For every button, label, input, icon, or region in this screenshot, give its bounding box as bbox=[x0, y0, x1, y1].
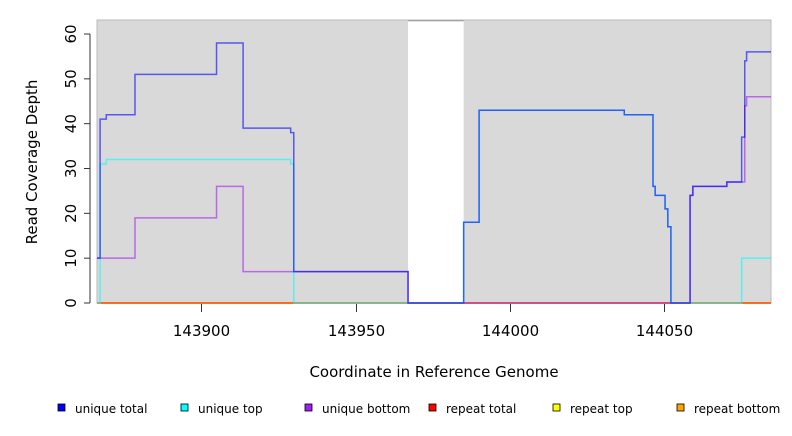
legend-label: repeat top bbox=[570, 402, 633, 416]
y-axis-label: Read Coverage Depth bbox=[23, 80, 41, 245]
legend: unique total unique top unique bottom repea… bbox=[57, 402, 780, 416]
legend-swatch bbox=[180, 403, 189, 412]
shaded-region bbox=[463, 20, 771, 303]
legend-label: repeat total bbox=[446, 402, 516, 416]
x-axis-label: Coordinate in Reference Genome bbox=[309, 363, 558, 381]
x-tick-label: 144000 bbox=[482, 322, 539, 340]
y-tick-label: 50 bbox=[62, 69, 80, 88]
y-tick-label: 60 bbox=[62, 24, 80, 43]
legend-swatch bbox=[552, 403, 561, 412]
x-tick-label: 144050 bbox=[636, 322, 693, 340]
x-tick-label: 143950 bbox=[328, 322, 385, 340]
series-line-unique-total bbox=[97, 42, 771, 304]
y-tick-label: 20 bbox=[62, 204, 80, 223]
legend-label: unique bottom bbox=[322, 402, 410, 416]
shaded-regions bbox=[96, 19, 772, 304]
legend-swatch bbox=[304, 403, 313, 412]
y-tick-label: 40 bbox=[62, 114, 80, 133]
y-tick-label: 10 bbox=[62, 249, 80, 268]
shaded-region bbox=[97, 20, 409, 303]
legend-swatch bbox=[428, 403, 437, 412]
legend-swatch bbox=[676, 403, 685, 412]
axes: 0 10 20 30 40 50 60 143900 143950 144000 144050 bbox=[62, 24, 693, 340]
legend-label: unique top bbox=[198, 402, 263, 416]
series-lines bbox=[97, 42, 771, 304]
legend-label: repeat bottom bbox=[694, 402, 780, 416]
y-tick-label: 0 bbox=[62, 298, 80, 308]
legend-swatch bbox=[57, 403, 66, 412]
x-tick-label: 143900 bbox=[173, 322, 230, 340]
y-tick-label: 30 bbox=[62, 159, 80, 178]
legend-label: unique total bbox=[75, 402, 147, 416]
